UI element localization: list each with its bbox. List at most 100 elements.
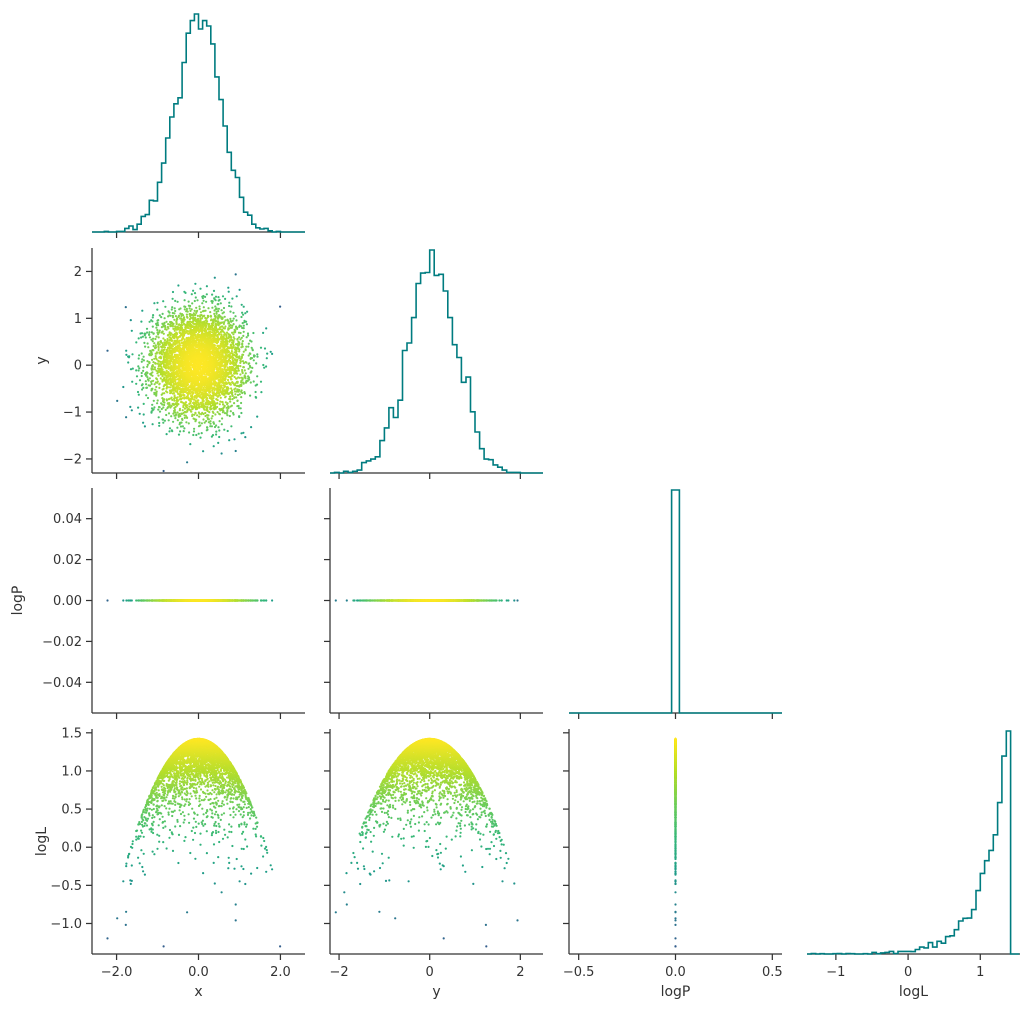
scatter-point xyxy=(174,363,177,366)
scatter-point xyxy=(148,377,151,380)
scatter-point xyxy=(234,315,237,318)
scatter-point xyxy=(155,385,158,389)
scatter-point xyxy=(223,333,226,337)
scatter-point xyxy=(183,396,186,399)
scatter-point xyxy=(239,373,242,376)
scatter-point xyxy=(233,351,236,354)
scatter-point xyxy=(189,443,192,446)
scatter-point xyxy=(168,311,171,314)
scatter-point xyxy=(227,286,230,289)
scatter-point xyxy=(219,400,222,403)
scatter-point xyxy=(188,318,191,321)
scatter-point xyxy=(141,358,144,361)
scatter-point xyxy=(245,345,248,348)
scatter-point xyxy=(229,400,232,403)
scatter-point xyxy=(215,424,218,427)
scatter-point xyxy=(239,361,242,364)
scatter-point xyxy=(233,348,236,351)
scatter-point xyxy=(176,411,179,414)
scatter-point xyxy=(271,352,274,355)
scatter-point xyxy=(186,316,189,319)
scatter-point xyxy=(180,314,183,318)
scatter-point xyxy=(247,362,250,365)
scatter-point xyxy=(192,289,195,292)
scatter-point xyxy=(239,407,242,410)
scatter-point xyxy=(249,381,252,384)
scatter-point xyxy=(249,371,252,374)
scatter-point xyxy=(241,353,244,356)
scatter-point xyxy=(206,414,209,417)
scatter-point xyxy=(141,383,144,386)
scatter-point xyxy=(233,438,236,441)
scatter-point xyxy=(223,404,226,408)
scatter-point xyxy=(218,326,222,329)
scatter-point xyxy=(125,349,128,352)
scatter-point xyxy=(213,309,216,312)
scatter-point xyxy=(228,439,231,442)
scatter-point xyxy=(163,392,166,395)
scatter-point xyxy=(214,413,217,416)
scatter-point xyxy=(222,306,226,310)
scatter-point xyxy=(218,412,221,415)
scatter-point xyxy=(193,309,196,312)
scatter-point xyxy=(216,303,219,306)
scatter-point xyxy=(243,321,246,324)
scatter-point xyxy=(205,420,208,423)
scatter-point xyxy=(164,326,167,329)
scatter-point xyxy=(246,332,250,335)
scatter-point xyxy=(207,307,210,310)
scatter-point xyxy=(232,344,235,347)
scatter-point xyxy=(156,308,159,311)
scatter-point xyxy=(195,311,198,314)
scatter-point xyxy=(146,376,149,379)
scatter-point xyxy=(217,299,220,302)
scatter-point xyxy=(125,416,128,419)
scatter-point xyxy=(240,376,243,379)
scatter-point xyxy=(156,380,159,383)
scatter-point xyxy=(200,422,203,425)
scatter-point xyxy=(171,297,174,300)
scatter-point xyxy=(135,375,139,378)
scatter-point xyxy=(193,314,196,317)
scatter-point xyxy=(148,333,151,336)
scatter-point xyxy=(210,417,213,420)
scatter-point xyxy=(203,421,206,424)
scatter-point xyxy=(218,429,221,432)
scatter-point xyxy=(239,365,242,368)
scatter-point xyxy=(208,411,211,414)
scatter-point xyxy=(175,323,178,326)
scatter-point xyxy=(151,365,154,368)
scatter-point xyxy=(179,393,183,397)
scatter-point xyxy=(237,341,240,344)
scatter-point xyxy=(210,425,213,428)
scatter-point xyxy=(130,409,133,412)
scatter-point xyxy=(138,354,141,357)
scatter-point xyxy=(251,348,254,351)
scatter-point xyxy=(158,343,161,346)
scatter-point xyxy=(239,338,242,341)
scatter-point xyxy=(153,302,156,305)
scatter-point xyxy=(188,431,191,434)
scatter-point xyxy=(142,402,145,405)
scatter-point xyxy=(242,381,245,384)
scatter-point xyxy=(221,317,224,321)
scatter-point xyxy=(234,390,237,393)
scatter-point xyxy=(158,386,161,389)
scatter-point xyxy=(230,387,233,390)
scatter-point xyxy=(171,339,174,342)
scatter-point xyxy=(223,412,227,415)
scatter-point xyxy=(247,354,250,357)
scatter-point xyxy=(226,414,229,417)
scatter-point xyxy=(138,412,141,415)
scatter-point xyxy=(158,331,161,334)
scatter-point xyxy=(230,350,233,353)
y-tick-label: −2 xyxy=(63,452,82,467)
scatter-point xyxy=(201,297,204,300)
scatter-point xyxy=(241,343,244,346)
scatter-point xyxy=(170,396,173,399)
scatter-point xyxy=(240,336,243,339)
scatter-point xyxy=(219,302,222,305)
scatter-point xyxy=(154,337,157,341)
scatter-point xyxy=(233,402,236,405)
scatter-point xyxy=(162,300,165,303)
